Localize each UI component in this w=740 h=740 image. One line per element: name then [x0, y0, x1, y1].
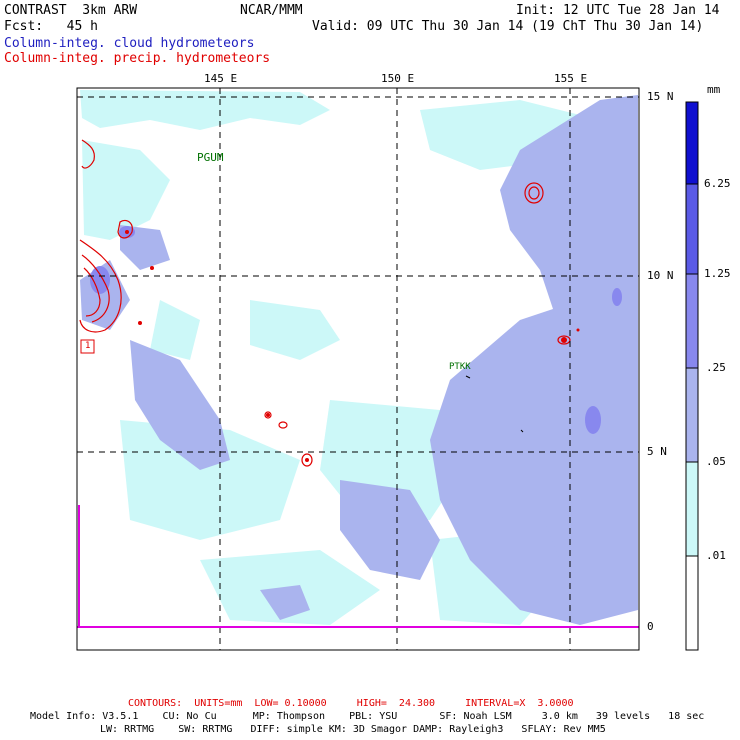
lon-label-150e: 150 E: [381, 72, 415, 85]
forecast-hour: Fcst: 45 h: [4, 19, 98, 34]
map-frame: [76, 87, 640, 651]
lon-label-145e: 145 E: [204, 72, 238, 85]
lat-label-5n: 5 N: [647, 445, 667, 458]
colorbar-bin-4: [685, 273, 699, 369]
lat-label-10n: 10 N: [647, 269, 674, 282]
colorbar-level-6.25: 6.25: [704, 177, 731, 190]
contours-info: CONTOURS: UNITS=mm LOW= 0.10000 HIGH= 24…: [128, 698, 574, 709]
station-pgum: PGUM: [197, 151, 224, 164]
field-cloud-label: Column-integ. cloud hydrometeors: [4, 36, 255, 51]
precip-box-label: 1: [85, 341, 91, 351]
colorbar-bin-3: [685, 367, 699, 463]
model-title: CONTRAST 3km ARW: [4, 3, 138, 18]
precip-cores: [125, 230, 580, 462]
station-markers: [465, 375, 524, 433]
equator-line: [77, 505, 639, 628]
cloud-dark-shading: [90, 226, 622, 434]
precip-contours: [79, 139, 571, 467]
colorbar-unit: mm: [707, 83, 721, 96]
station-ptkk: PTKK: [449, 362, 471, 372]
ptkk-marker: [465, 375, 471, 379]
colorbar-level-.01: .01: [706, 549, 726, 562]
lat-label-15n: 15 N: [647, 90, 674, 103]
precip-box: [80, 339, 95, 354]
cloud-mid-shading: [80, 95, 638, 625]
valid-time: Valid: 09 UTC Thu 30 Jan 14 (19 ChT Thu …: [312, 19, 704, 34]
colorbar-level-1.25: 1.25: [704, 267, 731, 280]
lat-label-0: 0: [647, 620, 654, 633]
colorbar-bin-2: [685, 461, 699, 557]
field-precip-label: Column-integ. precip. hydrometeors: [4, 51, 271, 66]
colorbar-bin-5: [685, 183, 699, 275]
init-time: Init: 12 UTC Tue 28 Jan 14: [516, 3, 720, 18]
colorbar-bin-1: [685, 555, 699, 651]
lat-lon-grid: [77, 88, 639, 650]
colorbar-level-.25: .25: [706, 361, 726, 374]
model-info-line2: LW: RRTMG SW: RRTMG DIFF: simple KM: 3D …: [100, 724, 606, 735]
colorbar: [685, 101, 699, 651]
organization-label: NCAR/MMM: [240, 3, 303, 18]
lon-label-155e: 155 E: [554, 72, 588, 85]
colorbar-bin-6: [685, 101, 699, 185]
colorbar-level-.05: .05: [706, 455, 726, 468]
model-info-line1: Model Info: V3.5.1 CU: No Cu MP: Thompso…: [30, 711, 705, 722]
